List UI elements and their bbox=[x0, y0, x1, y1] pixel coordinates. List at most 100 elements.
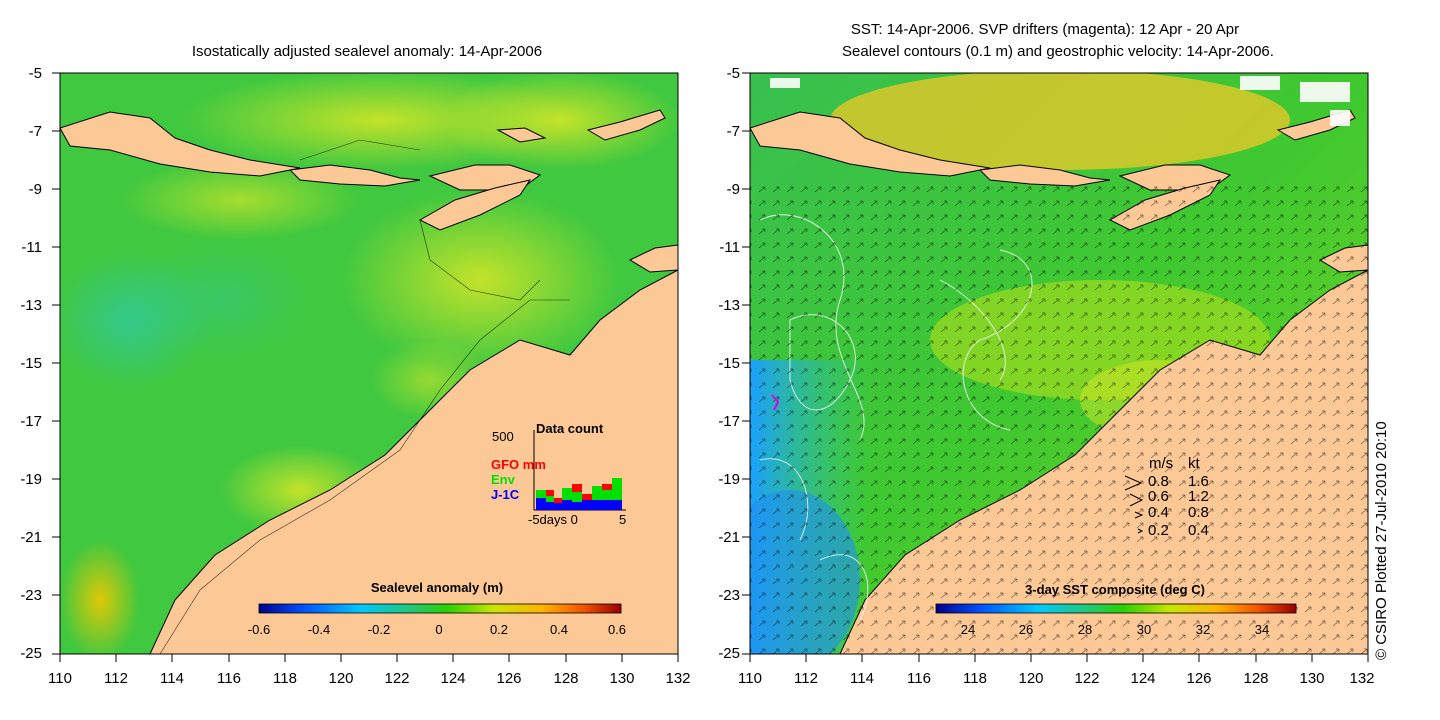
svg-text:0.2: 0.2 bbox=[490, 622, 508, 637]
left-panel-title: Isostatically adjusted sealevel anomaly:… bbox=[192, 43, 542, 60]
left-y-axis: -5 -7 -9 -11 -13 -15 -17 -19 -21 -23 -25 bbox=[20, 65, 42, 662]
cloud-mask bbox=[770, 76, 1350, 126]
svg-text:0.4: 0.4 bbox=[550, 622, 568, 637]
svg-text:126: 126 bbox=[1186, 670, 1211, 687]
svg-text:0.4: 0.4 bbox=[1188, 522, 1209, 539]
csiro-credit: © CSIRO Plotted 27-Jul-2010 20:10 bbox=[1373, 421, 1390, 660]
svg-text:28: 28 bbox=[1078, 622, 1092, 637]
svg-text:-5: -5 bbox=[727, 65, 740, 82]
svg-text:116: 116 bbox=[217, 670, 241, 687]
velocity-legend-arrow-0-6 bbox=[1129, 493, 1144, 507]
svg-text:132: 132 bbox=[1349, 670, 1374, 687]
svg-text:128: 128 bbox=[553, 670, 578, 687]
svg-text:0.4: 0.4 bbox=[1148, 504, 1169, 521]
svg-text:-15: -15 bbox=[718, 355, 740, 372]
svg-text:-21: -21 bbox=[20, 529, 42, 546]
svg-text:-7: -7 bbox=[29, 123, 42, 140]
svg-text:130: 130 bbox=[1299, 670, 1324, 687]
svg-text:-0.6: -0.6 bbox=[248, 622, 270, 637]
right-y-axis: -5 -7 -9 -11 -13 -15 -17 -19 -21 -23 -25 bbox=[718, 65, 740, 662]
svg-text:-7: -7 bbox=[727, 123, 740, 140]
svg-text:122: 122 bbox=[384, 670, 409, 687]
svg-text:0.2: 0.2 bbox=[1148, 522, 1169, 539]
svg-text:130: 130 bbox=[609, 670, 634, 687]
svg-text:0.8: 0.8 bbox=[1188, 504, 1209, 521]
altimeter-tracks bbox=[80, 180, 83, 600]
right-y-tick-marks bbox=[742, 72, 750, 655]
svg-text:-17: -17 bbox=[718, 413, 740, 430]
svg-text:1.6: 1.6 bbox=[1188, 473, 1209, 490]
right-panel-title-line1: SST: 14-Apr-2006. SVP drifters (magenta)… bbox=[851, 21, 1239, 38]
svg-text:128: 128 bbox=[1243, 670, 1268, 687]
svg-text:-25: -25 bbox=[718, 645, 740, 662]
svg-text:116: 116 bbox=[907, 670, 931, 687]
svg-text:126: 126 bbox=[496, 670, 521, 687]
svg-text:-5: -5 bbox=[29, 65, 42, 82]
svg-text:0.6: 0.6 bbox=[1148, 488, 1169, 505]
svg-text:-17: -17 bbox=[20, 413, 42, 430]
svg-text:114: 114 bbox=[850, 670, 874, 687]
svg-text:-11: -11 bbox=[719, 239, 740, 256]
svg-text:120: 120 bbox=[1018, 670, 1043, 687]
right-x-axis: 110 112 114 116 118 120 122 124 126 128 … bbox=[738, 670, 1374, 687]
left-x-tick-marks bbox=[59, 654, 679, 662]
velocity-legend-arrow-0-4 bbox=[1134, 511, 1144, 519]
data-count-title: Data count bbox=[536, 421, 604, 436]
svg-text:112: 112 bbox=[104, 670, 128, 687]
svg-text:0.8: 0.8 bbox=[1148, 473, 1169, 490]
svg-text:1.2: 1.2 bbox=[1188, 488, 1209, 505]
data-count-max-label: 500 bbox=[492, 429, 514, 444]
svg-text:124: 124 bbox=[440, 670, 465, 687]
left-contours bbox=[159, 139, 570, 654]
velocity-legend-ms-header: m/s bbox=[1149, 455, 1173, 472]
left-x-axis: 110 112 114 116 118 120 122 124 126 128 … bbox=[48, 670, 690, 687]
left-map-area bbox=[60, 73, 678, 654]
left-map-panel: Isostatically adjusted sealevel anomaly:… bbox=[20, 43, 690, 687]
svg-text:110: 110 bbox=[48, 670, 72, 687]
right-map-panel: SST: 14-Apr-2006. SVP drifters (magenta)… bbox=[718, 21, 1390, 687]
svg-text:-23: -23 bbox=[718, 587, 740, 604]
svg-text:110: 110 bbox=[738, 670, 762, 687]
sla-colorbar-label: Sealevel anomaly (m) bbox=[371, 580, 503, 595]
velocity-legend-arrow-0-2 bbox=[1137, 528, 1144, 534]
data-count-inset: 500 Data count GFO mm Env J-1C -5days 0 … bbox=[491, 421, 626, 527]
svg-text:118: 118 bbox=[273, 670, 297, 687]
svg-text:-13: -13 bbox=[718, 297, 740, 314]
svg-text:114: 114 bbox=[160, 670, 184, 687]
sst-colorbar-label: 3-day SST composite (deg C) bbox=[1025, 582, 1205, 597]
svg-text:-11: -11 bbox=[21, 239, 42, 256]
svg-text:118: 118 bbox=[963, 670, 987, 687]
sst-colorbar: 3-day SST composite (deg C) 24 26 28 30 … bbox=[935, 582, 1297, 637]
svg-text:112: 112 bbox=[794, 670, 818, 687]
right-x-tick-marks bbox=[749, 654, 1369, 662]
svg-text:26: 26 bbox=[1019, 622, 1033, 637]
velocity-legend: m/s kt 0.8 1.6 0.6 1.2 0.4 0.8 0.2 0.4 bbox=[1124, 455, 1209, 539]
data-count-bars bbox=[536, 478, 622, 510]
svg-text:32: 32 bbox=[1196, 622, 1210, 637]
svg-text:-15: -15 bbox=[20, 355, 42, 372]
svg-text:-19: -19 bbox=[718, 471, 740, 488]
svg-text:-0.2: -0.2 bbox=[368, 622, 390, 637]
data-count-legend-gfo: GFO mm bbox=[491, 457, 546, 472]
left-y-tick-marks bbox=[52, 72, 60, 655]
svg-text:24: 24 bbox=[961, 622, 975, 637]
svg-text:-0.4: -0.4 bbox=[308, 622, 330, 637]
data-count-x-end: 5 bbox=[619, 512, 626, 527]
svp-drifter-track bbox=[771, 394, 780, 411]
svg-text:120: 120 bbox=[328, 670, 353, 687]
velocity-legend-kt-header: kt bbox=[1188, 455, 1201, 472]
svg-text:30: 30 bbox=[1137, 622, 1151, 637]
svg-text:132: 132 bbox=[665, 670, 690, 687]
australia-landmass bbox=[149, 269, 678, 654]
svg-text:-9: -9 bbox=[29, 181, 42, 198]
velocity-legend-arrow-0-8 bbox=[1124, 475, 1143, 491]
data-count-legend-env: Env bbox=[491, 472, 516, 487]
svg-text:-25: -25 bbox=[20, 645, 42, 662]
svg-text:124: 124 bbox=[1130, 670, 1155, 687]
svg-text:122: 122 bbox=[1074, 670, 1099, 687]
svg-text:34: 34 bbox=[1255, 622, 1269, 637]
svg-text:-21: -21 bbox=[718, 529, 740, 546]
svg-text:0: 0 bbox=[435, 622, 442, 637]
indonesian-islands bbox=[60, 109, 678, 273]
